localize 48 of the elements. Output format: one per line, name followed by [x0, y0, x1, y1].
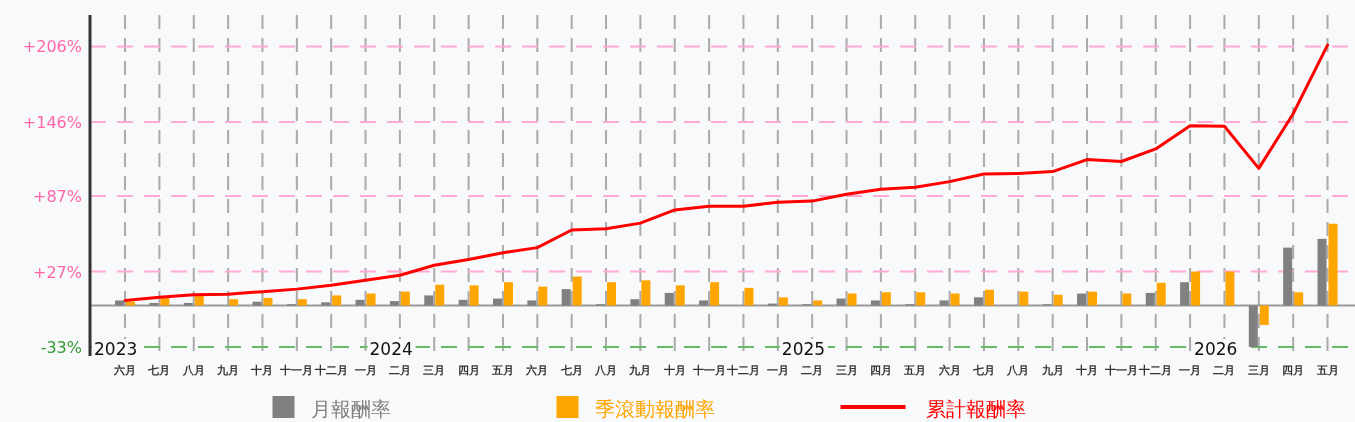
x-tick-label: 十月	[1075, 364, 1099, 377]
legend-label: 累計報酬率	[925, 397, 1026, 421]
x-tick-label: 十一月	[279, 364, 314, 377]
x-tick-label: 二月	[388, 364, 411, 377]
x-tick-label: 十一月	[691, 364, 726, 377]
legend-label: 季滾動報酬率	[594, 397, 715, 421]
y-tick-label: -33%	[40, 337, 82, 357]
y-tick-label: +27%	[33, 262, 82, 282]
x-tick-label: 三月	[1247, 364, 1270, 377]
x-tick-label: 六月	[525, 364, 549, 377]
x-tick-label: 五月	[1315, 364, 1339, 377]
x-tick-label: 六月	[113, 364, 137, 377]
legend-label: 月報酬率	[310, 397, 391, 421]
x-tick-label: 七月	[971, 364, 995, 377]
x-tick-label: 三月	[423, 364, 446, 377]
y-tick-label: +146%	[22, 112, 82, 132]
x-tick-label: 七月	[559, 364, 583, 377]
annotation: 2023	[94, 338, 138, 359]
x-tick-label: 五月	[903, 364, 927, 377]
x-tick-label: 六月	[937, 364, 961, 377]
annotation: 2024	[369, 338, 413, 359]
x-tick-label: 一月	[1179, 364, 1202, 377]
x-tick-label: 八月	[1006, 364, 1030, 377]
x-tick-label: 三月	[835, 364, 858, 377]
x-tick-label: 七月	[147, 364, 171, 377]
x-tick-label: 五月	[490, 364, 514, 377]
x-tick-label: 八月	[594, 364, 618, 377]
x-tick-label: 四月	[457, 364, 480, 377]
x-tick-label: 十一月	[1103, 364, 1138, 377]
x-tick-label: 九月	[1040, 364, 1064, 377]
x-tick-label: 八月	[181, 364, 205, 377]
x-tick-label: 二月	[1213, 364, 1236, 377]
x-tick-label: 九月	[216, 364, 240, 377]
x-tick-label: 十二月	[1138, 364, 1173, 377]
x-tick-label: 四月	[1282, 364, 1305, 377]
annotation: 2026	[1194, 338, 1238, 359]
x-tick-label: 十二月	[725, 364, 760, 377]
x-tick-label: 四月	[869, 364, 892, 377]
x-tick-label: 一月	[766, 364, 789, 377]
y-tick-label: +206%	[22, 37, 82, 57]
x-tick-label: 十二月	[313, 364, 348, 377]
x-tick-label: 十月	[662, 364, 686, 377]
x-tick-label: 二月	[801, 364, 824, 377]
x-tick-label: 一月	[354, 364, 377, 377]
x-tick-label: 十月	[250, 364, 274, 377]
annotation: 2025	[781, 338, 826, 359]
y-tick-label: +87%	[33, 187, 82, 207]
x-tick-label: 九月	[628, 364, 652, 377]
